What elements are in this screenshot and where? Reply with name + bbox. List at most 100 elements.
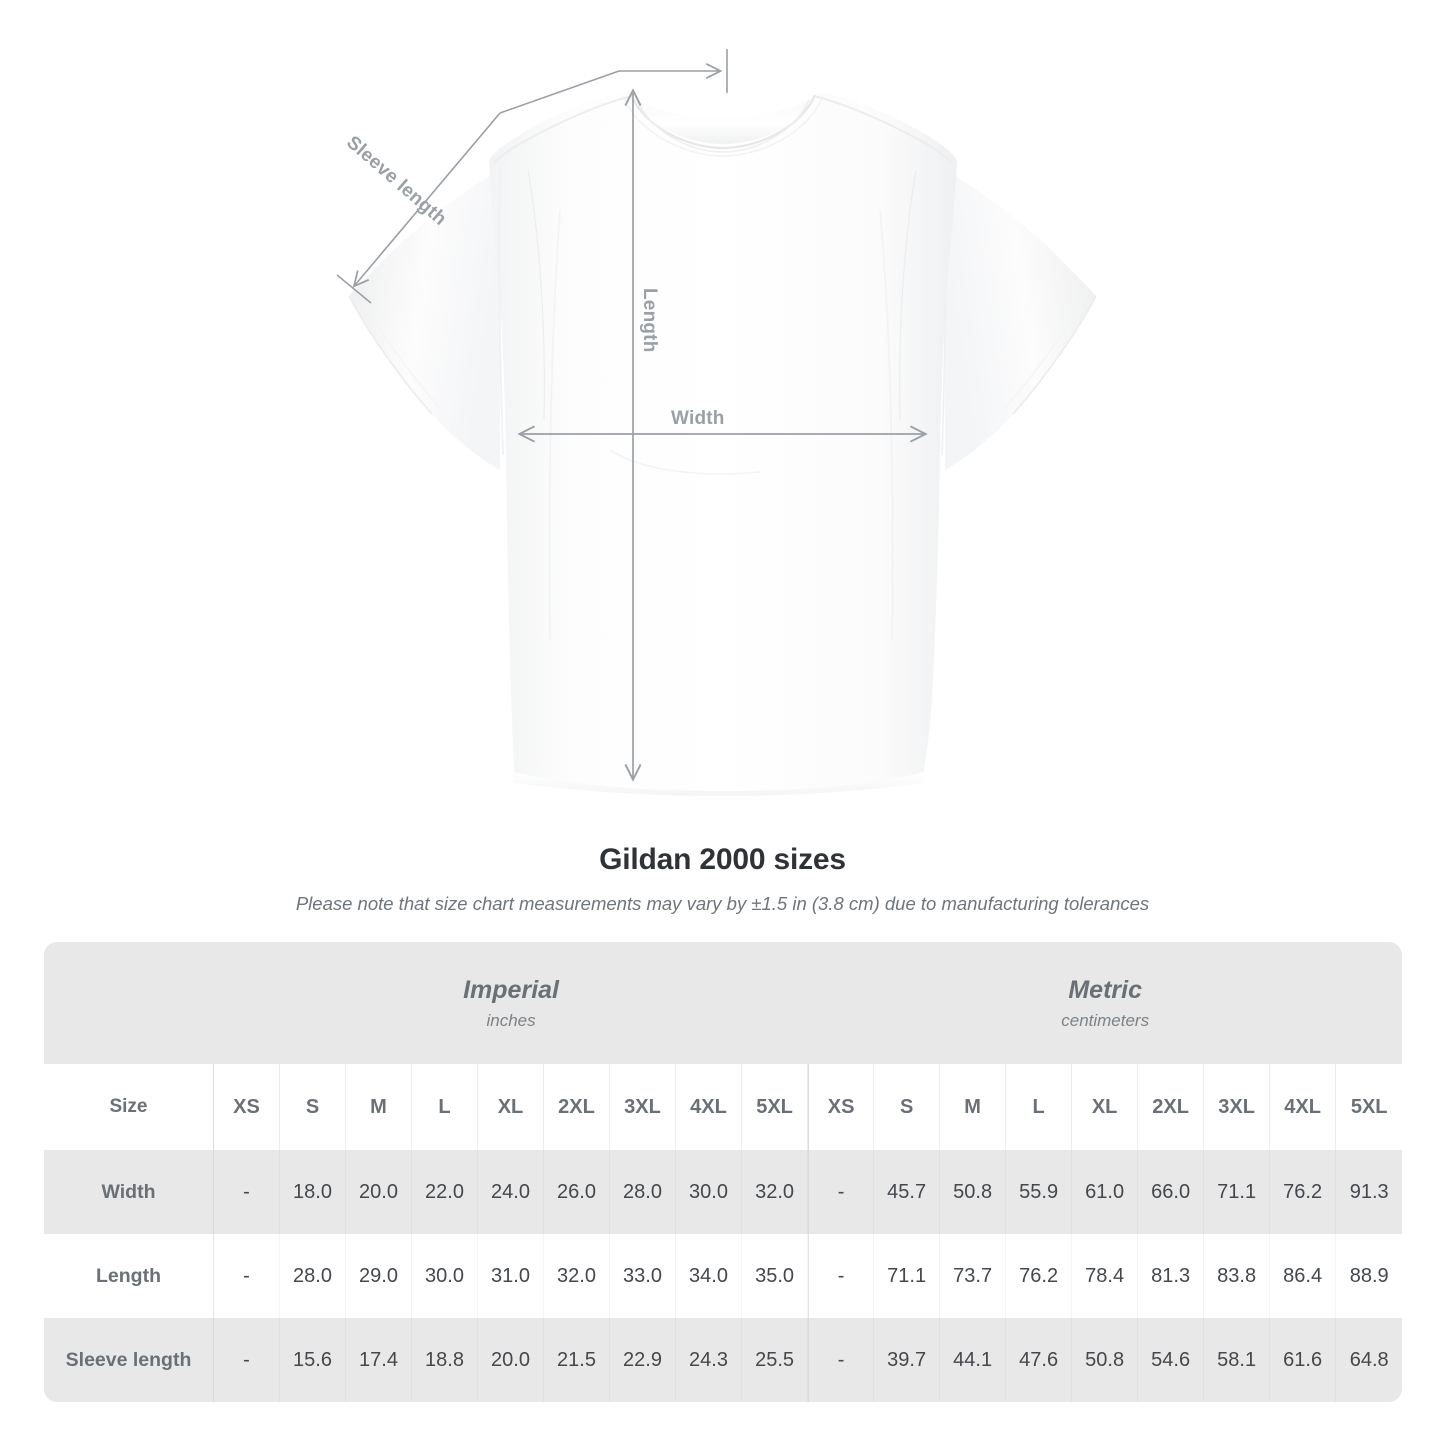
cell-length-metric-2xl: 81.3 — [1138, 1234, 1205, 1318]
size-table: Imperial inches Metric centimeters Size … — [44, 942, 1403, 1402]
size-header-imperial-m: M — [346, 1064, 412, 1150]
size-header-imperial-3xl: 3XL — [610, 1064, 676, 1150]
table-row: Length - 28.0 29.0 30.0 31.0 32.0 33.0 3… — [44, 1234, 1403, 1318]
table-row: Width - 18.0 20.0 22.0 24.0 26.0 28.0 30… — [44, 1150, 1403, 1234]
cell-length-metric-l: 76.2 — [1006, 1234, 1073, 1318]
cell-width-metric-l: 55.9 — [1006, 1150, 1073, 1234]
unit-group-metric-name: Metric — [1068, 975, 1142, 1004]
cell-length-imperial-5xl: 35.0 — [742, 1234, 809, 1318]
cell-width-metric-2xl: 66.0 — [1138, 1150, 1205, 1234]
cell-sleeve-imperial-5xl: 25.5 — [742, 1318, 809, 1402]
cell-width-imperial-2xl: 26.0 — [544, 1150, 610, 1234]
cell-length-imperial-xl: 31.0 — [478, 1234, 544, 1318]
tshirt-diagram: Sleeve length Length Width — [336, 49, 1097, 796]
cell-sleeve-metric-2xl: 54.6 — [1138, 1318, 1205, 1402]
cell-length-metric-5xl: 88.9 — [1336, 1234, 1403, 1318]
size-table-container: Imperial inches Metric centimeters Size … — [44, 942, 1403, 1402]
cell-sleeve-metric-4xl: 61.6 — [1270, 1318, 1337, 1402]
size-header-imperial-xl: XL — [478, 1064, 544, 1150]
cell-sleeve-metric-m: 44.1 — [940, 1318, 1007, 1402]
tshirt-illustration — [336, 49, 1097, 796]
cell-width-imperial-xl: 24.0 — [478, 1150, 544, 1234]
length-label: Length — [639, 288, 660, 353]
unit-group-metric: Metric centimeters — [808, 942, 1403, 1064]
cell-width-imperial-m: 20.0 — [346, 1150, 412, 1234]
size-header-metric-4xl: 4XL — [1270, 1064, 1337, 1150]
size-header-metric-xl: XL — [1072, 1064, 1139, 1150]
size-header-metric-3xl: 3XL — [1204, 1064, 1271, 1150]
size-header-imperial-xs: XS — [214, 1064, 280, 1150]
cell-sleeve-metric-l: 47.6 — [1006, 1318, 1073, 1402]
cell-width-imperial-l: 22.0 — [412, 1150, 478, 1234]
cell-width-metric-xl: 61.0 — [1072, 1150, 1139, 1234]
cell-width-imperial-5xl: 32.0 — [742, 1150, 809, 1234]
size-header-imperial-l: L — [412, 1064, 478, 1150]
size-header-imperial-2xl: 2XL — [544, 1064, 610, 1150]
cell-length-metric-s: 71.1 — [874, 1234, 941, 1318]
cell-length-imperial-m: 29.0 — [346, 1234, 412, 1318]
sleeve-length-arrow — [355, 112, 501, 285]
cell-sleeve-imperial-l: 18.8 — [412, 1318, 478, 1402]
sleeve-end-tick — [336, 274, 372, 304]
cell-sleeve-metric-3xl: 58.1 — [1204, 1318, 1271, 1402]
size-header-imperial-5xl: 5XL — [742, 1064, 809, 1150]
cell-length-imperial-s: 28.0 — [280, 1234, 346, 1318]
cell-width-metric-4xl: 76.2 — [1270, 1150, 1337, 1234]
cell-width-metric-3xl: 71.1 — [1204, 1150, 1271, 1234]
cell-sleeve-imperial-xs: - — [214, 1318, 280, 1402]
cell-sleeve-metric-5xl: 64.8 — [1336, 1318, 1403, 1402]
cell-length-metric-xl: 78.4 — [1072, 1234, 1139, 1318]
table-row: Sleeve length - 15.6 17.4 18.8 20.0 21.5… — [44, 1318, 1403, 1402]
cell-sleeve-metric-s: 39.7 — [874, 1318, 941, 1402]
unit-group-metric-unit: centimeters — [1061, 1010, 1150, 1030]
tolerance-note: Please note that size chart measurements… — [295, 893, 1150, 914]
cell-length-imperial-3xl: 33.0 — [610, 1234, 676, 1318]
size-header-metric-xs: XS — [808, 1064, 875, 1150]
cell-length-imperial-l: 30.0 — [412, 1234, 478, 1318]
cell-sleeve-imperial-2xl: 21.5 — [544, 1318, 610, 1402]
cell-sleeve-imperial-3xl: 22.9 — [610, 1318, 676, 1402]
cell-width-metric-5xl: 91.3 — [1336, 1150, 1403, 1234]
sleeve-shoulder-segment — [499, 70, 620, 114]
size-header-imperial-4xl: 4XL — [676, 1064, 742, 1150]
cell-width-metric-s: 45.7 — [874, 1150, 941, 1234]
size-header-metric-l: L — [1006, 1064, 1073, 1150]
cell-width-imperial-3xl: 28.0 — [610, 1150, 676, 1234]
row-label-width: Width — [44, 1150, 214, 1234]
cell-length-imperial-xs: - — [214, 1234, 280, 1318]
size-header-metric-2xl: 2XL — [1138, 1064, 1205, 1150]
size-header-imperial-s: S — [280, 1064, 346, 1150]
cell-width-imperial-4xl: 30.0 — [676, 1150, 742, 1234]
cell-sleeve-imperial-s: 15.6 — [280, 1318, 346, 1402]
cell-sleeve-imperial-xl: 20.0 — [478, 1318, 544, 1402]
cell-sleeve-imperial-4xl: 24.3 — [676, 1318, 742, 1402]
size-header-metric-s: S — [874, 1064, 941, 1150]
cell-width-metric-m: 50.8 — [940, 1150, 1007, 1234]
cell-width-metric-xs: - — [808, 1150, 875, 1234]
cell-sleeve-metric-xl: 50.8 — [1072, 1318, 1139, 1402]
unit-header-row: Imperial inches Metric centimeters — [44, 942, 1403, 1064]
cell-length-metric-4xl: 86.4 — [1270, 1234, 1337, 1318]
unit-spacer-cell — [44, 942, 214, 1064]
title-block: Gildan 2000 sizes Please note that size … — [0, 840, 1445, 916]
cell-length-metric-m: 73.7 — [940, 1234, 1007, 1318]
cell-length-metric-xs: - — [808, 1234, 875, 1318]
row-label-length: Length — [44, 1234, 214, 1318]
size-header-label: Size — [44, 1064, 214, 1150]
cell-width-imperial-xs: - — [214, 1150, 280, 1234]
page-title: Gildan 2000 sizes — [599, 843, 846, 876]
size-header-metric-5xl: 5XL — [1336, 1064, 1403, 1150]
unit-group-imperial: Imperial inches — [214, 942, 809, 1064]
cell-length-imperial-4xl: 34.0 — [676, 1234, 742, 1318]
row-label-sleeve-length: Sleeve length — [44, 1318, 214, 1402]
unit-group-imperial-name: Imperial — [463, 975, 559, 1004]
size-header-row: Size XS S M L XL 2XL 3XL 4XL 5XL XS S M … — [44, 1064, 1403, 1150]
cell-sleeve-imperial-m: 17.4 — [346, 1318, 412, 1402]
width-label: Width — [671, 408, 725, 429]
cell-sleeve-metric-xs: - — [808, 1318, 875, 1402]
unit-group-imperial-unit: inches — [486, 1010, 536, 1030]
cell-width-imperial-s: 18.0 — [280, 1150, 346, 1234]
cell-length-metric-3xl: 83.8 — [1204, 1234, 1271, 1318]
cell-length-imperial-2xl: 32.0 — [544, 1234, 610, 1318]
